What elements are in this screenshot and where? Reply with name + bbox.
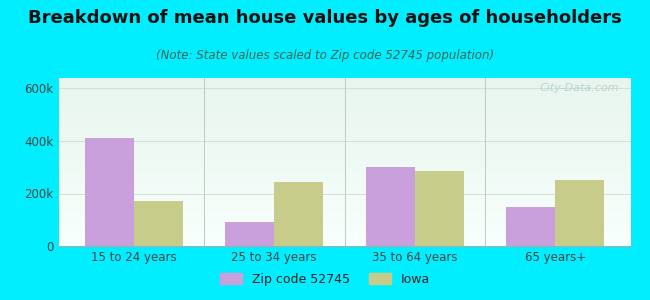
Bar bbox=[365, 167, 415, 246]
Text: Breakdown of mean house values by ages of householders: Breakdown of mean house values by ages o… bbox=[28, 9, 622, 27]
Bar bbox=[274, 182, 324, 246]
Bar bbox=[225, 222, 274, 246]
Bar bbox=[84, 138, 134, 246]
Bar bbox=[506, 207, 555, 246]
Text: (Note: State values scaled to Zip code 52745 population): (Note: State values scaled to Zip code 5… bbox=[156, 50, 494, 62]
Bar bbox=[134, 201, 183, 246]
Bar bbox=[415, 171, 464, 246]
Legend: Zip code 52745, Iowa: Zip code 52745, Iowa bbox=[214, 268, 436, 291]
Text: City-Data.com: City-Data.com bbox=[540, 83, 619, 93]
Bar bbox=[555, 180, 605, 246]
